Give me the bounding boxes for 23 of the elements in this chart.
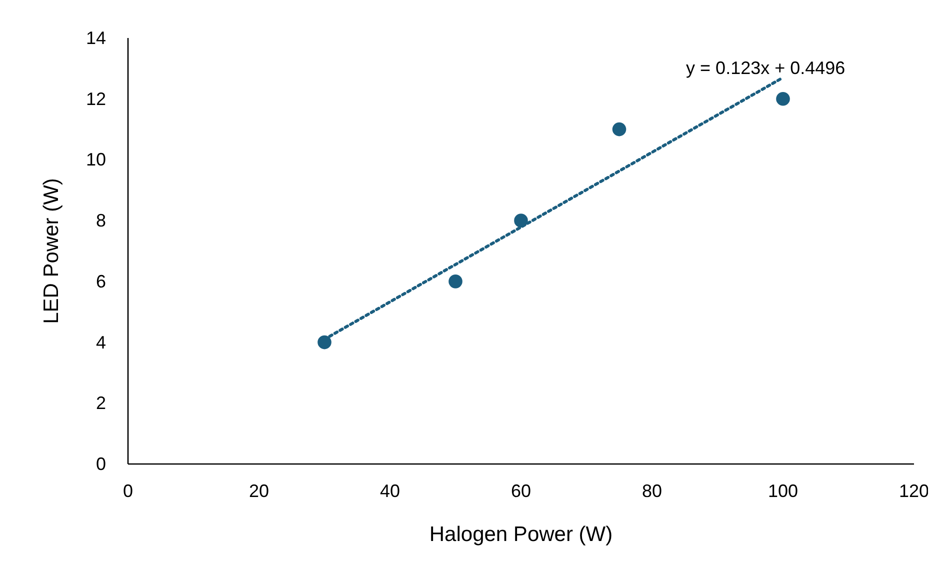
y-tick-label: 8 [96,210,106,231]
point [776,92,790,106]
annotation: y = 0.123x + 0.4496 [686,58,846,78]
x-tick-label: 80 [642,481,662,501]
point [318,335,332,350]
x-axis-title: Halogen Power (W) [429,523,613,546]
point [514,214,528,228]
x-tick-label: 60 [510,481,532,501]
point [612,122,626,136]
x-tick-label: 0 [122,481,134,501]
y-axis-title: LED Power (W) [40,178,63,324]
x-tick-label: 120 [898,481,930,501]
y-tick-label: 10 [86,150,106,170]
y-tick-label: 0 [96,454,106,474]
point [448,274,462,288]
x-tick-label: 100 [768,481,798,501]
y-tick-label: 14 [86,28,106,48]
y-tick-label: 6 [96,271,106,292]
y-tick-label: 4 [96,332,106,352]
x-tick-label: 20 [248,481,270,501]
y-tick-label: 2 [96,393,106,414]
y-tick-label: 12 [86,88,106,109]
x-tick-label: 40 [380,481,400,501]
